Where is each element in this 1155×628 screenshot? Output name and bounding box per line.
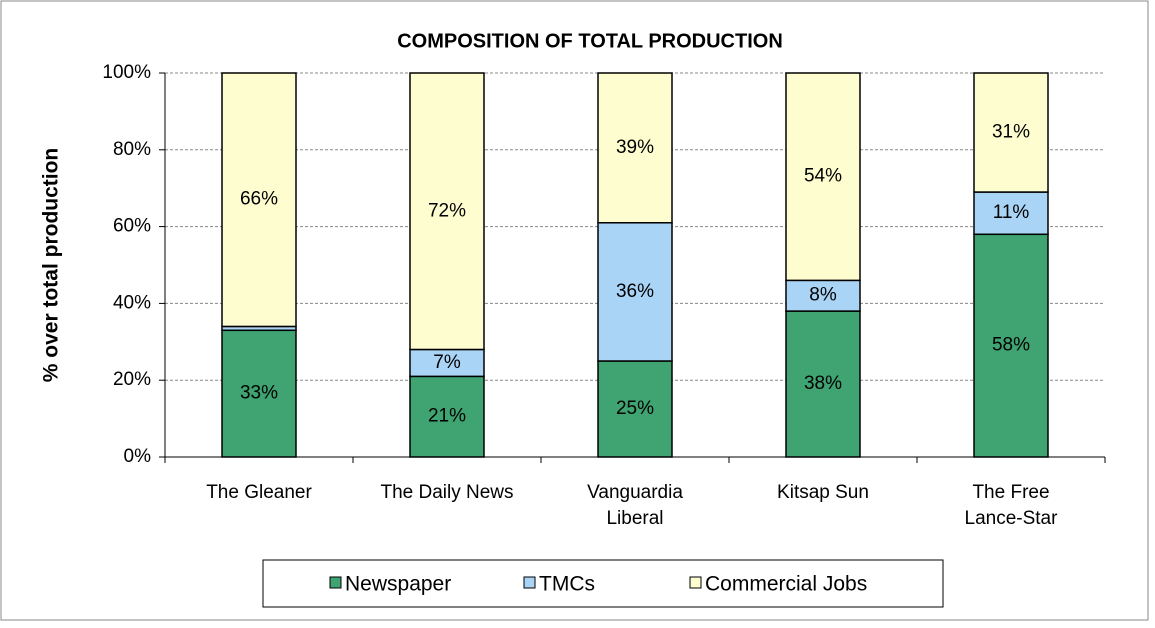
legend-swatch	[689, 576, 702, 589]
bar-segment	[597, 360, 673, 458]
bar-segment	[221, 72, 297, 328]
data-label: 38%	[804, 373, 842, 394]
x-tick-label: Kitsap Sun	[777, 482, 869, 503]
bar-segment	[785, 72, 861, 282]
bar-segment	[597, 222, 673, 362]
data-label: 33%	[240, 383, 278, 404]
y-tick-label: 60%	[113, 216, 151, 237]
data-label: 39%	[616, 137, 654, 158]
y-tick-label: 80%	[113, 139, 151, 160]
x-tick-label: The Free Lance-Star	[964, 482, 1058, 529]
x-tick-label: Vanguardia Liberal	[587, 482, 683, 529]
bar-segment	[785, 310, 861, 458]
bar-segment	[597, 72, 673, 224]
data-label: 31%	[992, 122, 1030, 143]
data-label: 58%	[992, 335, 1030, 356]
data-label: 7%	[433, 352, 461, 373]
bar-segment	[785, 279, 861, 312]
data-label: 66%	[240, 189, 278, 210]
x-tick-label: The Daily News	[380, 482, 514, 503]
data-label: 21%	[428, 406, 466, 427]
y-tick-label: 20%	[113, 369, 151, 390]
bar-segment	[973, 72, 1049, 193]
legend-box	[262, 559, 944, 608]
data-label: 11%	[993, 202, 1030, 223]
chart-title: COMPOSITION OF TOTAL PRODUCTION	[397, 30, 783, 52]
x-tick-label: The Gleaner	[206, 482, 312, 503]
legend-swatch	[523, 576, 536, 589]
legend-label: Commercial Jobs	[705, 573, 867, 596]
data-label: 54%	[804, 166, 842, 187]
y-axis-label: % over total production	[40, 148, 63, 383]
y-tick-label: 100%	[102, 62, 151, 83]
bar-segment	[409, 348, 485, 378]
data-label: 25%	[616, 398, 654, 419]
legend-label: Newspaper	[345, 573, 451, 596]
bar-segment	[973, 233, 1049, 458]
bar-segment	[409, 375, 485, 458]
data-label: 36%	[616, 281, 654, 302]
data-label: 72%	[428, 200, 466, 221]
legend-label: TMCs	[539, 573, 595, 596]
bar-segment	[973, 191, 1049, 236]
y-tick-label: 40%	[113, 292, 151, 313]
data-label: 8%	[809, 285, 837, 306]
bar-segment	[409, 72, 485, 351]
legend-swatch	[329, 576, 342, 589]
bar-segment	[221, 329, 297, 458]
y-tick-label: 0%	[124, 446, 152, 467]
